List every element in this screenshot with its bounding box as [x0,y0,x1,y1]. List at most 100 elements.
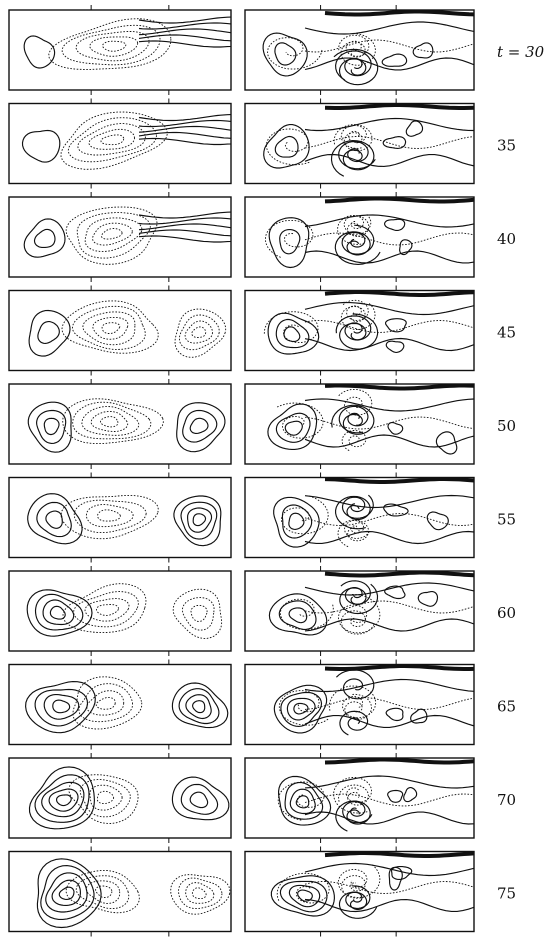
time-label: 60 [497,604,516,622]
solid-contour [405,120,424,137]
dashed-filament [340,33,376,66]
solid-contour [274,135,299,158]
panel-row: 65 [8,659,516,750]
solid-contour [41,781,85,818]
solid-contour [42,599,75,626]
dashed-contour [102,40,127,52]
solid-contour [138,119,231,128]
solid-contour [192,513,207,527]
dashed-contour [48,18,172,70]
right-panel-contours [263,98,474,189]
solid-contour [27,401,72,453]
dashed-contour [304,793,474,807]
solid-contour [138,40,231,48]
dashed-contour [76,212,151,259]
solid-contour [51,879,81,906]
dashed-contour [174,308,227,358]
dashed-contour [60,494,159,540]
dashed-contour [86,690,125,716]
solid-contour [273,684,328,734]
solid-contour [34,593,84,631]
solid-contour [27,493,83,545]
solid-contour [275,318,310,349]
solid-contour [23,35,56,69]
solid-contour [304,434,474,448]
solid-filament [335,50,372,81]
solid-filament [341,224,375,255]
dashed-contour [95,696,116,710]
solid-contour [383,503,409,517]
dashed-contour [185,882,215,904]
solid-contour [279,229,301,255]
solid-contour [385,707,404,722]
solid-contour [28,309,71,357]
boundary-layer [324,477,474,484]
boundary-layer [324,664,474,671]
solid-contour [185,694,212,720]
dashed-contour [304,232,474,246]
dashed-contour [190,604,208,622]
solid-contour [273,496,320,548]
dashed-filament [280,495,329,535]
solid-contour [26,589,93,637]
right-panel-contours [273,472,474,563]
solid-contour [138,28,231,36]
boundary-layer [324,384,474,391]
dashed-contour [62,583,147,634]
solid-contour [52,699,71,714]
dashed-filament [344,520,370,539]
time-label: 50 [497,417,516,435]
dashed-contour [90,410,129,432]
solid-contour [33,228,56,248]
dashed-filament [337,593,381,634]
time-label: 55 [497,511,516,529]
solid-contour [58,886,75,900]
right-panel-contours [268,566,474,656]
solid-contour [286,697,316,721]
solid-contour [138,22,231,30]
solid-contour [49,605,66,620]
solid-contour [304,618,474,632]
solid-contour [304,301,474,316]
panel-row: 75 [8,846,516,937]
solid-contour [403,787,418,803]
solid-filament [334,231,381,265]
panel-row: 70 [8,753,516,843]
dashed-contour [81,406,140,436]
solid-contour [36,409,67,444]
solid-contour [387,422,404,435]
time-label: t = 30 [497,43,544,61]
dashed-contour [60,111,168,170]
panel-row: 50 [8,379,516,469]
solid-contour [304,811,474,825]
solid-contour [384,585,406,600]
solid-contour [268,217,310,269]
dashed-contour [101,228,123,240]
dashed-contour [62,398,164,445]
dashed-contour [67,117,157,163]
solid-contour [426,511,449,531]
time-label: 75 [497,885,516,903]
dashed-filament [341,875,366,899]
solid-filament [331,404,375,435]
left-panel [8,9,232,91]
left-panel-contours [27,379,226,469]
solid-contour [384,218,406,231]
time-label: 70 [497,791,516,809]
dashed-contour [71,305,146,350]
solid-contour [304,582,474,596]
panel-row: t = 30 [8,5,544,95]
solid-contour [34,688,89,727]
right-panel-contours [267,379,474,469]
solid-contour [388,866,403,891]
solid-contour [274,42,297,66]
dashed-contour [95,885,113,899]
solid-contour [293,702,309,715]
dashed-contour [101,322,121,334]
solid-contour [192,700,206,714]
solid-contour [176,402,226,453]
left-panel [8,570,232,652]
right-panel-contours [264,192,474,282]
dashed-filament [333,124,373,152]
dashed-contour [304,136,474,149]
